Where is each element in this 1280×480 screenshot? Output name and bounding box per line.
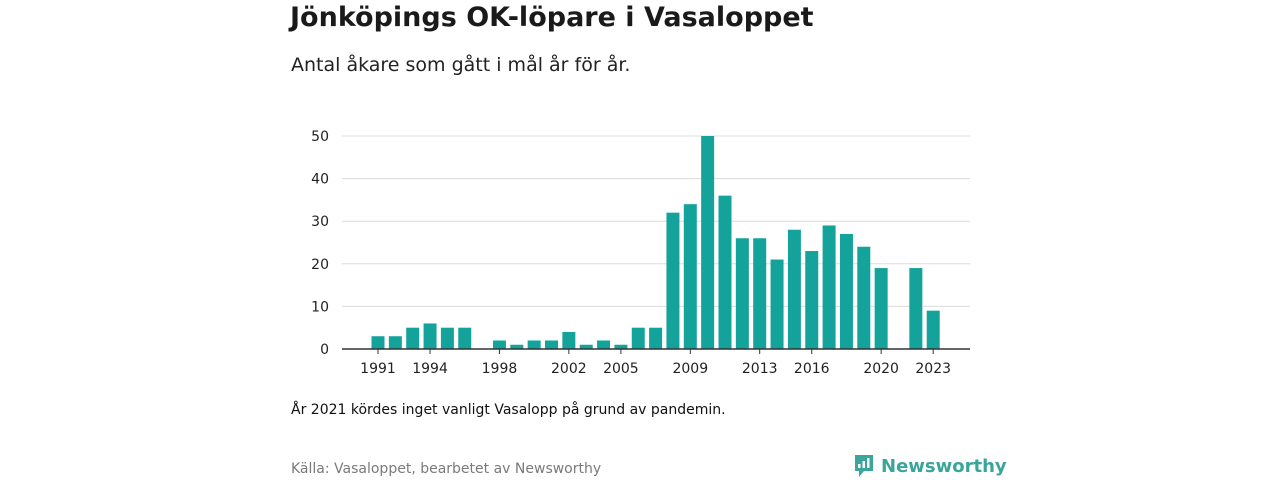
x-tick-label: 2002 (551, 361, 587, 377)
y-tick-label: 10 (311, 299, 329, 315)
bar-1993[interactable] (406, 327, 420, 349)
bar-2005[interactable] (614, 344, 628, 349)
bar-chart: 0 10 20 30 40 50 1991 1994 1998 2002 2005 2009 2013 2… (311, 129, 970, 377)
bar-2019[interactable] (857, 246, 871, 349)
bar-2010[interactable] (701, 136, 715, 349)
bar-2020[interactable] (874, 268, 888, 349)
x-tick-label: 2005 (603, 361, 639, 377)
chart-title: Jönköpings OK-löpare i Vasaloppet (290, 2, 814, 33)
bar-2015[interactable] (787, 229, 801, 349)
bar-1992[interactable] (388, 336, 402, 349)
y-tick-label: 40 (311, 172, 329, 188)
bar-2016[interactable] (805, 251, 819, 349)
source-text: Källa: Vasaloppet, bearbetet av Newswort… (291, 461, 602, 477)
bar-1999[interactable] (510, 344, 524, 349)
bar-2006[interactable] (631, 327, 645, 349)
bar-2007[interactable] (649, 327, 663, 349)
x-tick-label: 2023 (915, 361, 951, 377)
y-tick-label: 30 (311, 214, 329, 230)
footnote: År 2021 kördes inget vanligt Vasalopp på… (291, 402, 726, 418)
y-tick-label: 20 (311, 257, 329, 273)
bar-1996[interactable] (458, 327, 472, 349)
bar-1998[interactable] (492, 340, 506, 349)
bar-2002[interactable] (562, 331, 576, 349)
x-tick-label: 2013 (742, 361, 778, 377)
bar-2014[interactable] (770, 259, 784, 349)
bar-2022[interactable] (909, 268, 923, 349)
bar-2000[interactable] (527, 340, 541, 349)
x-tick-label: 2009 (672, 361, 708, 377)
bar-2011[interactable] (718, 195, 732, 349)
bar-2018[interactable] (839, 233, 853, 349)
bar-2013[interactable] (753, 238, 767, 349)
bar-1991[interactable] (371, 336, 385, 349)
y-tick-label: 0 (320, 342, 329, 358)
bar-2004[interactable] (597, 340, 611, 349)
bar-2008[interactable] (666, 212, 680, 349)
brand-name: Newsworthy (881, 455, 1007, 477)
chart-subtitle: Antal åkare som gått i mål år för år. (291, 54, 631, 76)
y-tick-label: 50 (311, 129, 329, 145)
bars (371, 136, 940, 349)
x-tick-label: 1991 (360, 361, 396, 377)
bar-1995[interactable] (440, 327, 454, 349)
bar-2003[interactable] (579, 344, 593, 349)
bar-2009[interactable] (683, 204, 697, 349)
bar-2001[interactable] (545, 340, 558, 349)
x-tick-label: 1998 (482, 361, 518, 377)
brand-logo[interactable]: Newsworthy (853, 453, 1007, 479)
bar-2017[interactable] (822, 225, 836, 349)
bar-1994[interactable] (423, 323, 437, 349)
bar-2012[interactable] (735, 238, 749, 349)
bar-2023[interactable] (926, 310, 940, 349)
axes: 0 10 20 30 40 50 1991 1994 1998 2002 2005 2009 2013 2… (311, 129, 970, 377)
x-tick-label: 2020 (863, 361, 899, 377)
x-tick-label: 1994 (412, 361, 448, 377)
newsworthy-logo-icon (855, 455, 873, 477)
x-tick-label: 2016 (794, 361, 830, 377)
